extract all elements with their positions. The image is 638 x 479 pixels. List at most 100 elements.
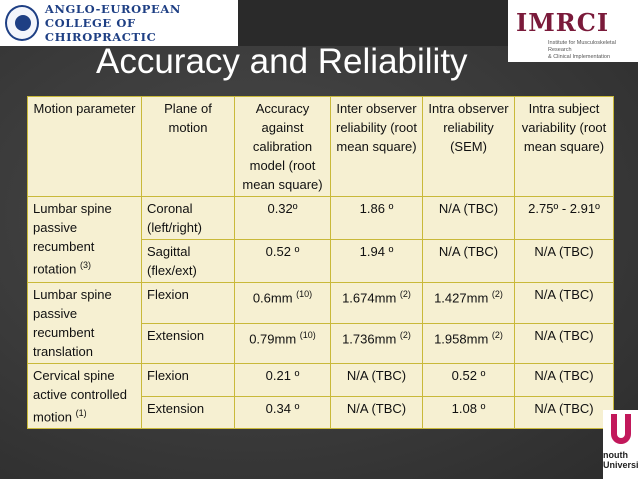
imrci-wordmark: IMRCI <box>516 8 610 37</box>
intra-subject-cell: N/A (TBC) <box>514 363 614 397</box>
intra-subject-cell-value: N/A (TBC) <box>534 400 594 416</box>
imrci-sub-line1: Institute for Musculoskeletal Research <box>548 40 616 53</box>
table-row: Sagittal (flex/ext) 0.52 º 1.94 º N/A (TBC)… <box>28 239 614 283</box>
plane-cell: Coronal (left/right) <box>141 196 235 240</box>
intra-observer-cell: N/A (TBC) <box>422 239 515 283</box>
reference-superscript: (3) <box>80 260 91 270</box>
college-name-line2: COLLEGE OF CHIROPRACTIC <box>44 16 157 44</box>
plane-cell: Extension <box>141 395 235 430</box>
imrci-subtitle: Institute for Musculoskeletal Research &… <box>548 40 638 61</box>
motion-parameter-text: Cervical spine active controlled motion <box>33 368 127 425</box>
table-row: Lumbar spine passive recumbent rotation … <box>27 196 614 283</box>
inter-observer-cell-value: N/A (TBC) <box>346 400 407 416</box>
inter-observer-cell-value: N/A (TBC) <box>346 368 407 383</box>
intra-subject-cell-value: N/A (TBC) <box>534 327 594 343</box>
college-name: ANGLO-EUROPEAN COLLEGE OF CHIROPRACTIC <box>45 2 238 44</box>
intra-subject-cell: N/A (TBC) <box>514 395 614 430</box>
accuracy-cell-value: 0.79mm <box>249 330 297 346</box>
inter-observer-cell-value: 1.736mm <box>342 330 397 346</box>
inter-observer-cell: 1.86 º <box>330 196 423 240</box>
imrci-logo: IMRCI Institute for Musculoskeletal Rese… <box>508 0 638 62</box>
header-plane: Plane of motion <box>141 96 235 197</box>
accuracy-cell: 0.21 º <box>234 363 331 397</box>
table-row: Lumbar spine passive recumbent translati… <box>27 282 614 364</box>
accuracy-cell: 0.34 º <box>234 395 331 430</box>
college-name-line1: ANGLO-EUROPEAN <box>44 2 182 16</box>
intra-observer-cell: 1.427mm (2) <box>422 282 515 324</box>
intra-subject-cell-value: 2.75º - 2.91º <box>528 201 600 216</box>
accuracy-cell: 0.52 º <box>234 239 331 283</box>
accuracy-cell-value: 0.32º <box>267 201 298 216</box>
reference-superscript: (2) <box>491 289 503 299</box>
accuracy-cell-value: 0.52 º <box>265 244 300 259</box>
intra-observer-cell: N/A (TBC) <box>422 196 515 240</box>
reference-superscript: (2) <box>491 329 503 340</box>
header-accuracy: Accuracy against calibration model (root… <box>234 96 331 197</box>
accuracy-cell: 0.32º <box>234 196 331 240</box>
intra-observer-cell-value: 1.958mm <box>434 330 489 346</box>
intra-subject-cell: N/A (TBC) <box>514 322 614 364</box>
intra-observer-cell: 1.08 º <box>422 395 515 430</box>
university-name-line2: University <box>603 460 638 470</box>
motion-parameter-cell: Cervical spine active controlled motion … <box>27 362 142 430</box>
intra-subject-cell: N/A (TBC) <box>514 282 614 324</box>
intra-observer-cell: 1.958mm (2) <box>422 322 515 364</box>
header-intra-observer: Intra observer reliability (SEM) <box>422 96 515 197</box>
intra-subject-cell: 2.75º - 2.91º <box>514 196 614 240</box>
inter-observer-cell-value: 1.94 º <box>359 244 394 259</box>
motion-parameter-text: Lumbar spine passive recumbent rotation <box>33 201 112 277</box>
reference-superscript: (1) <box>75 408 87 418</box>
reference-superscript: (10) <box>299 329 316 340</box>
intra-subject-cell-value: N/A (TBC) <box>534 368 594 383</box>
intra-subject-cell: N/A (TBC) <box>514 239 614 283</box>
accuracy-table: Motion parameter Plane of motion Accurac… <box>27 96 614 430</box>
intra-observer-cell: 0.52 º <box>422 363 515 397</box>
intra-observer-cell-value: 1.08 º <box>451 400 486 416</box>
intra-observer-cell-value: 0.52 º <box>451 368 486 383</box>
plane-cell-value: Extension <box>147 327 205 343</box>
college-logo: ANGLO-EUROPEAN COLLEGE OF CHIROPRACTIC <box>0 0 238 46</box>
header-motion-parameter: Motion parameter <box>27 96 142 197</box>
accuracy-cell-value: 0.34 º <box>265 400 300 416</box>
plane-cell-value: Extension <box>147 400 205 416</box>
imrci-sub-line2: & Clinical Implementation <box>548 54 611 60</box>
table-row: Extension 0.79mm (10) 1.736mm (2) 1.958mm (… <box>28 322 614 364</box>
plane-cell-value: Sagittal (flex/ext) <box>147 244 197 278</box>
plane-cell: Extension <box>141 322 235 364</box>
university-name: nouth University <box>603 450 638 470</box>
intra-subject-cell-value: N/A (TBC) <box>534 244 594 259</box>
intra-observer-cell-value: N/A (TBC) <box>438 201 499 216</box>
plane-cell-value: Flexion <box>147 368 189 383</box>
reference-superscript: (2) <box>399 289 411 299</box>
intra-subject-cell-value: N/A (TBC) <box>534 287 594 302</box>
plane-cell: Flexion <box>141 363 235 397</box>
plane-cell-value: Coronal (left/right) <box>147 201 202 235</box>
inter-observer-cell: 1.94 º <box>330 239 423 283</box>
header-row: Motion parameter Plane of motion Accurac… <box>27 96 614 197</box>
plane-cell: Sagittal (flex/ext) <box>141 239 235 283</box>
inter-observer-cell: N/A (TBC) <box>330 395 423 430</box>
accuracy-cell-value: 0.6mm <box>252 290 293 306</box>
reference-superscript: (2) <box>399 329 411 340</box>
plane-cell: Flexion <box>141 282 235 324</box>
intra-observer-cell-value: N/A (TBC) <box>438 244 499 259</box>
university-logo: nouth University <box>603 410 638 479</box>
table-row: Extension 0.34 º N/A (TBC) 1.08 º N/A (TBC) <box>28 395 614 430</box>
intra-observer-cell-value: 1.427mm <box>434 290 489 306</box>
inter-observer-cell-value: 1.86 º <box>359 201 394 216</box>
college-seal-icon <box>5 5 39 41</box>
motion-parameter-text: Lumbar spine passive recumbent translati… <box>33 287 112 359</box>
university-name-line1: nouth <box>603 450 628 460</box>
plane-cell-value: Flexion <box>147 287 189 302</box>
header-intra-subject: Intra subject variability (root mean squ… <box>514 96 614 197</box>
reference-superscript: (10) <box>296 289 313 299</box>
motion-parameter-cell: Lumbar spine passive recumbent translati… <box>27 282 142 364</box>
university-u-icon <box>611 414 631 444</box>
motion-parameter-cell: Lumbar spine passive recumbent rotation … <box>27 196 142 283</box>
table-row: Cervical spine active controlled motion … <box>27 362 614 430</box>
inter-observer-cell: 1.674mm (2) <box>330 282 423 324</box>
accuracy-cell: 0.6mm (10) <box>234 282 331 324</box>
accuracy-cell-value: 0.21 º <box>265 368 300 383</box>
inter-observer-cell: 1.736mm (2) <box>330 322 423 364</box>
inter-observer-cell-value: 1.674mm <box>342 290 397 306</box>
